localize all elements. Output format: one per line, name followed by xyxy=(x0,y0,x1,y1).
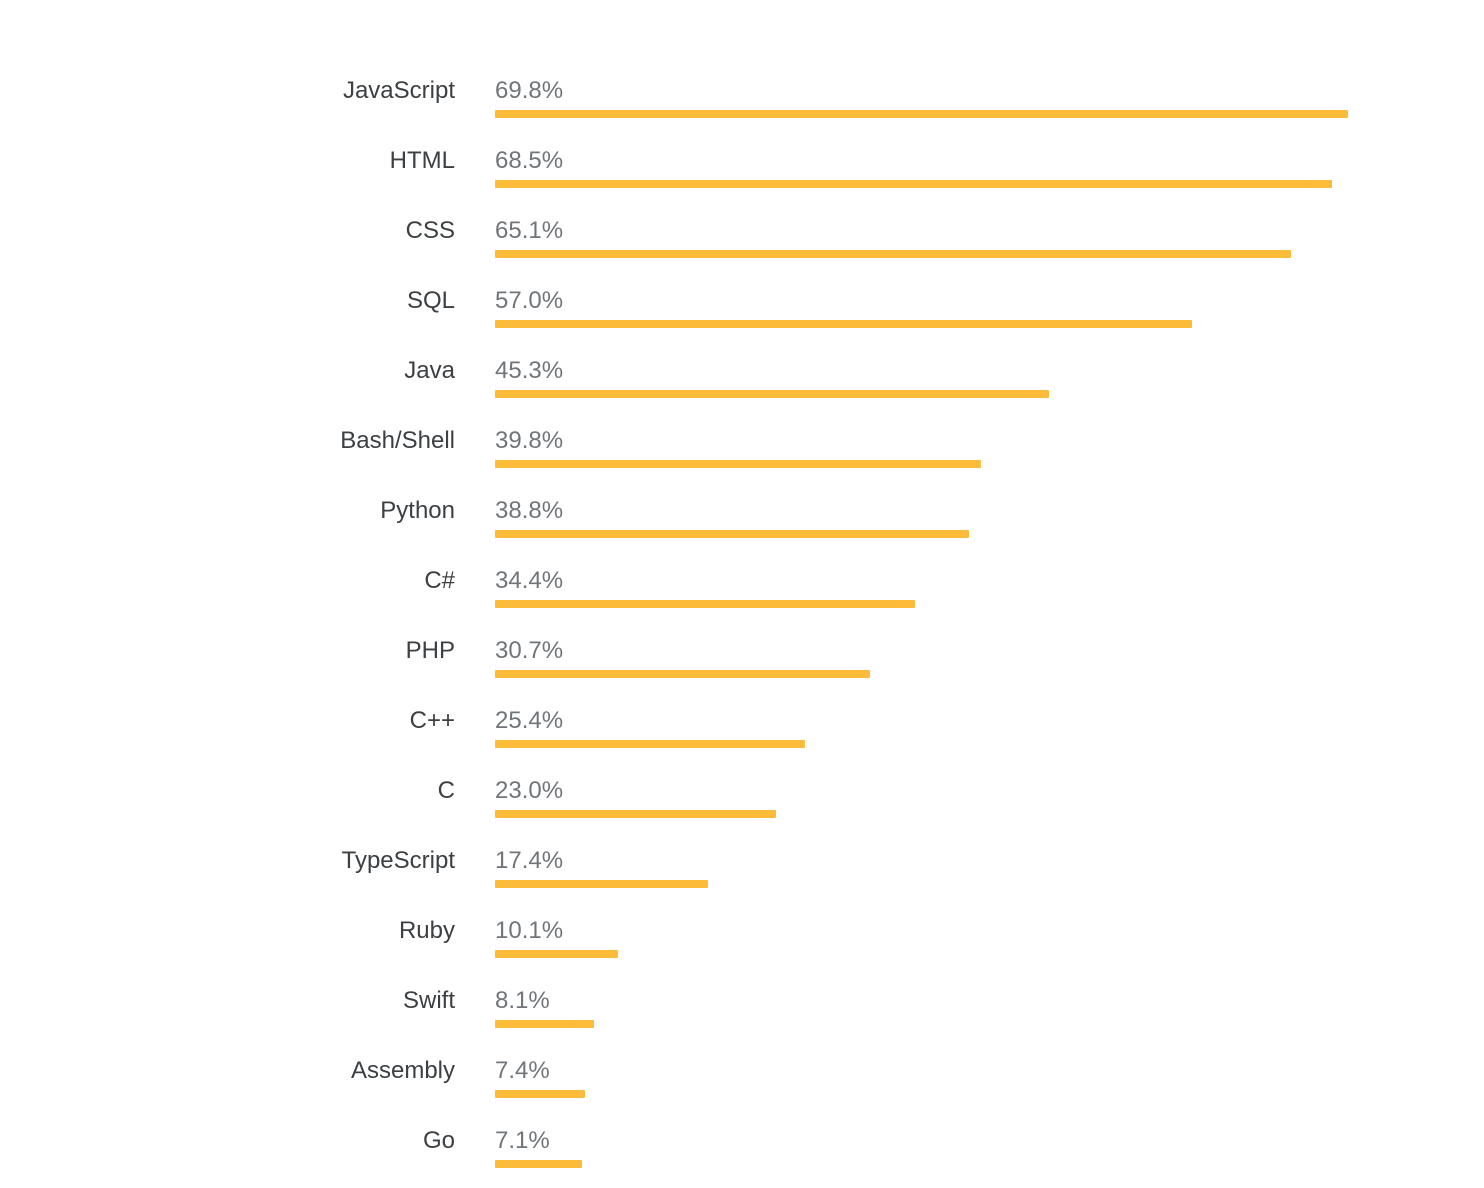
category-label: CSS xyxy=(405,217,455,244)
bar xyxy=(495,250,1291,258)
bar-chart-row: C 23.0% xyxy=(0,756,1484,826)
bar xyxy=(495,810,776,818)
category-label: C# xyxy=(424,567,455,594)
bar-chart-row: C++ 25.4% xyxy=(0,686,1484,756)
value-label: 57.0% xyxy=(495,287,564,314)
bar xyxy=(495,1160,582,1168)
bar-chart-row: Bash/Shell 39.8% xyxy=(0,406,1484,476)
bar-chart-row: SQL 57.0% xyxy=(0,266,1484,336)
category-label: Python xyxy=(380,497,455,524)
category-label: Bash/Shell xyxy=(340,427,455,454)
bar xyxy=(495,740,805,748)
category-label: SQL xyxy=(406,287,455,314)
value-label: 65.1% xyxy=(495,217,564,244)
category-label: C++ xyxy=(409,707,455,734)
category-label: JavaScript xyxy=(342,77,455,104)
category-label: Java xyxy=(404,357,455,384)
value-label: 7.4% xyxy=(495,1057,550,1084)
bar xyxy=(495,600,915,608)
bar-chart-row: Go 7.1% xyxy=(0,1106,1484,1176)
category-label: Ruby xyxy=(398,917,455,944)
value-label: 8.1% xyxy=(495,987,550,1014)
bar-chart-row: Assembly 7.4% xyxy=(0,1036,1484,1106)
value-label: 10.1% xyxy=(495,917,564,944)
bar-chart-row: TypeScript 17.4% xyxy=(0,826,1484,896)
bar-chart-row: Java 45.3% xyxy=(0,336,1484,406)
category-label: HTML xyxy=(389,147,455,174)
value-label: 69.8% xyxy=(495,77,564,104)
value-label: 34.4% xyxy=(495,567,564,594)
bar-chart-row: Swift 8.1% xyxy=(0,966,1484,1036)
bar xyxy=(495,320,1192,328)
value-label: 17.4% xyxy=(495,847,564,874)
category-label: Assembly xyxy=(350,1057,455,1084)
value-label: 39.8% xyxy=(495,427,564,454)
bar xyxy=(495,880,708,888)
bar-chart-row: HTML 68.5% xyxy=(0,126,1484,196)
value-label: 45.3% xyxy=(495,357,564,384)
category-label: PHP xyxy=(405,637,455,664)
bar-chart-row: PHP 30.7% xyxy=(0,616,1484,686)
value-label: 23.0% xyxy=(495,777,564,804)
bar xyxy=(495,950,618,958)
value-label: 25.4% xyxy=(495,707,564,734)
category-label: C xyxy=(437,777,455,804)
bar xyxy=(495,1090,585,1098)
bar xyxy=(495,1020,594,1028)
value-label: 38.8% xyxy=(495,497,564,524)
category-label: TypeScript xyxy=(341,847,455,874)
bar-chart-row: JavaScript 69.8% xyxy=(0,56,1484,126)
bar xyxy=(495,390,1049,398)
bar-chart-row: Ruby 10.1% xyxy=(0,896,1484,966)
value-label: 7.1% xyxy=(495,1127,550,1154)
value-label: 68.5% xyxy=(495,147,564,174)
bar xyxy=(495,110,1348,118)
bar-chart-row: C# 34.4% xyxy=(0,546,1484,616)
value-label: 30.7% xyxy=(495,637,564,664)
bar xyxy=(495,180,1332,188)
bar xyxy=(495,670,870,678)
bar-chart-row: CSS 65.1% xyxy=(0,196,1484,266)
bar xyxy=(495,460,981,468)
category-label: Go xyxy=(422,1127,455,1154)
bar-chart-row: Python 38.8% xyxy=(0,476,1484,546)
category-label: Swift xyxy=(402,987,455,1014)
bar xyxy=(495,530,969,538)
